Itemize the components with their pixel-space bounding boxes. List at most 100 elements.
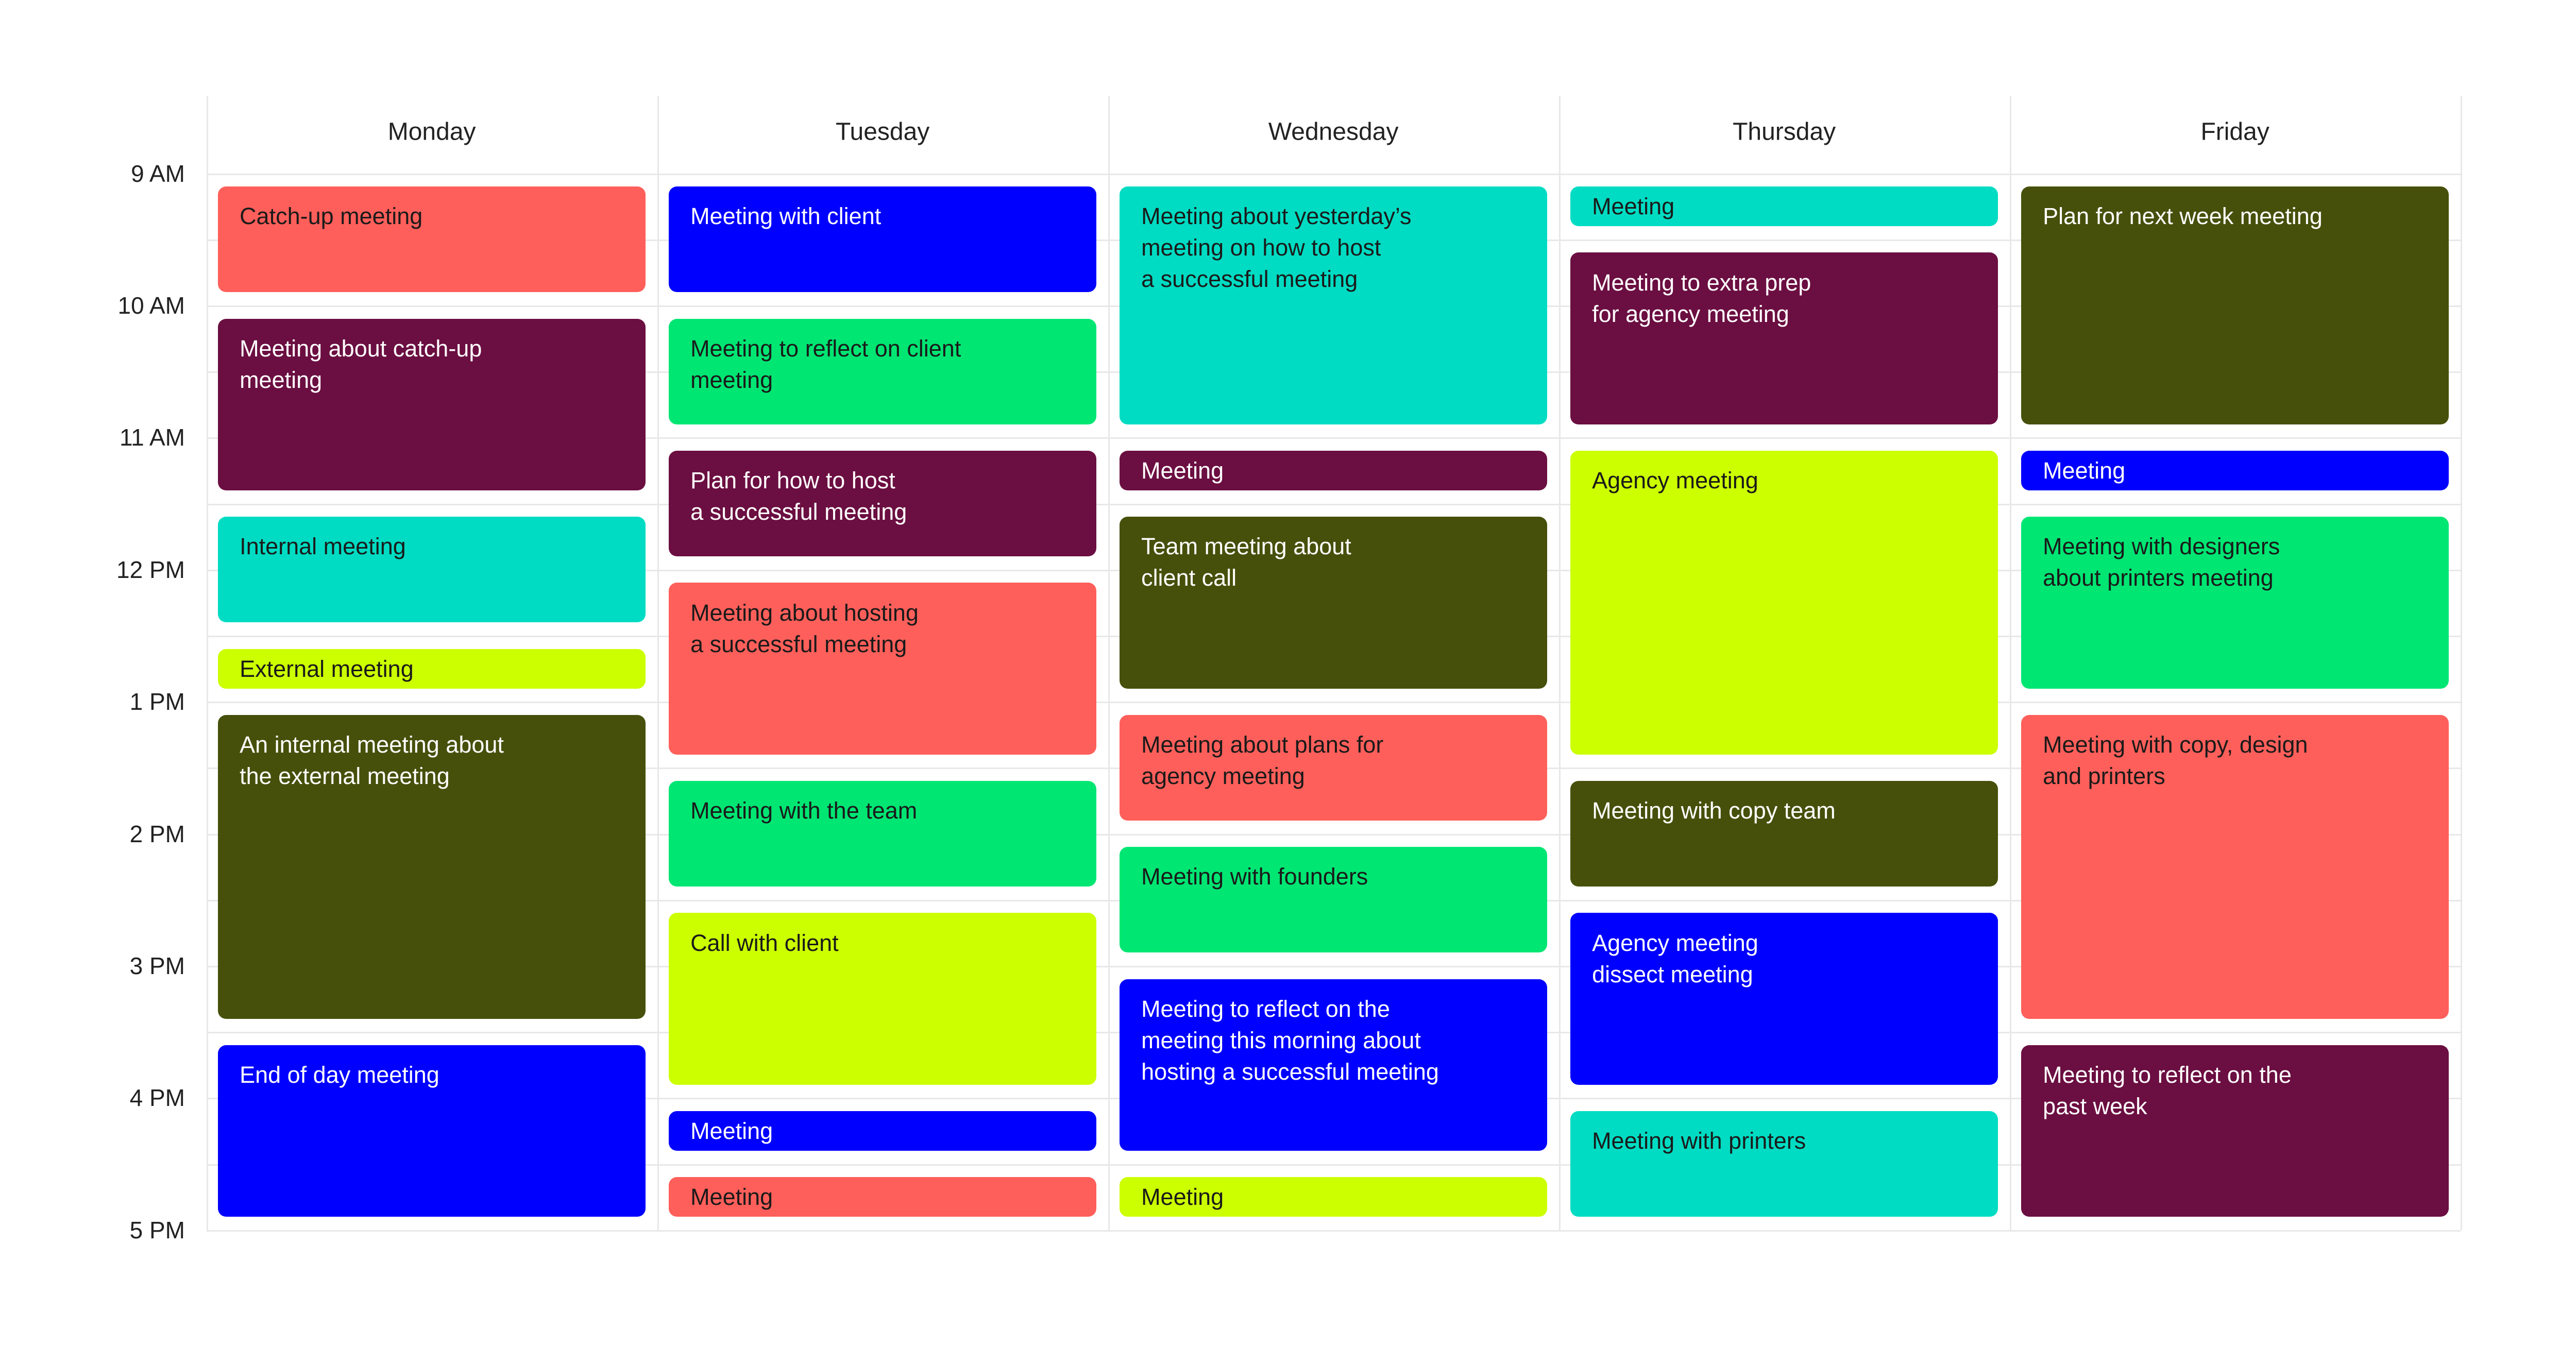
grid-line xyxy=(206,503,2461,505)
event: Meeting with copy team xyxy=(1570,781,1998,887)
time-label: 3 PM xyxy=(129,952,185,979)
grid-line xyxy=(206,173,2461,175)
event: Catch-up meeting xyxy=(218,186,646,293)
event-text: Plan for next week meeting xyxy=(2043,203,2323,230)
event: Agency meeting xyxy=(1570,451,1998,755)
grid-line xyxy=(206,833,2461,836)
event: Meeting with client xyxy=(669,186,1097,293)
event-text: dissect meeting xyxy=(1592,961,1753,987)
event-text: Meeting xyxy=(1592,193,1675,220)
event: Meeting with designers about printers mee… xyxy=(2021,517,2449,689)
event-text: Meeting xyxy=(2043,457,2126,484)
event-text: Agency meeting xyxy=(1592,929,1758,956)
grid-line xyxy=(657,95,659,1230)
event: Team meeting about client call xyxy=(1120,517,1548,689)
day-header: Friday xyxy=(2200,118,2269,146)
event-text: Team meeting about xyxy=(1141,533,1351,560)
event-text: Meeting to extra prep xyxy=(1592,269,1811,296)
event: External meeting xyxy=(218,649,646,689)
event-text: Meeting xyxy=(1141,457,1224,484)
grid-line xyxy=(2460,95,2462,1230)
event: Meeting about hosting a successful meetin… xyxy=(669,583,1097,755)
event-text: meeting on how to host xyxy=(1141,234,1381,261)
event-text: External meeting xyxy=(240,655,414,682)
grid-line xyxy=(206,1164,2461,1166)
time-label: 5 PM xyxy=(129,1216,185,1243)
event: Meeting to reflect on the meeting this mo… xyxy=(1120,979,1548,1151)
event: Internal meeting xyxy=(218,517,646,623)
event-text: hosting a successful meeting xyxy=(1141,1058,1439,1085)
event: Meeting to reflect on the past week xyxy=(2021,1045,2449,1217)
event: Meeting xyxy=(1120,1177,1548,1217)
event-text: about printers meeting xyxy=(2043,565,2274,591)
event-text: for agency meeting xyxy=(1592,300,1789,327)
event-text: meeting xyxy=(240,366,323,393)
event-text: Meeting about yesterday’s xyxy=(1141,203,1412,230)
event-text: past week xyxy=(2043,1093,2147,1120)
day-header: Tuesday xyxy=(835,118,930,146)
grid-line xyxy=(206,437,2461,439)
event: Meeting with printers xyxy=(1570,1111,1998,1217)
event-text: and printers xyxy=(2043,763,2165,790)
event-text: Meeting about catch-up xyxy=(240,335,482,362)
event: Meeting with the team xyxy=(669,781,1097,887)
grid-line xyxy=(206,1230,2461,1232)
event: Meeting xyxy=(2021,451,2449,490)
event-text: Meeting with designers xyxy=(2043,533,2280,560)
event: Meeting xyxy=(669,1111,1097,1151)
event-text: Meeting with printers xyxy=(1592,1128,1806,1154)
event-text: meeting this morning about xyxy=(1141,1027,1421,1053)
time-label: 11 AM xyxy=(119,424,185,451)
event: End of day meeting xyxy=(218,1045,646,1217)
event-text: Meeting xyxy=(1141,1184,1224,1211)
grid-line xyxy=(206,702,2461,704)
event: Meeting xyxy=(669,1177,1097,1217)
event-text: Meeting with copy, design xyxy=(2043,731,2308,758)
day-header: Wednesday xyxy=(1268,118,1399,146)
event: Meeting with founders xyxy=(1120,847,1548,953)
event-text: Meeting with client xyxy=(690,203,882,230)
time-label: 4 PM xyxy=(129,1084,185,1112)
event-text: the external meeting xyxy=(240,763,450,790)
event-text: Catch-up meeting xyxy=(240,203,423,230)
event-text: An internal meeting about xyxy=(240,731,504,758)
event-text: meeting xyxy=(690,366,773,393)
event-text: End of day meeting xyxy=(240,1062,439,1088)
event-text: Meeting with the team xyxy=(690,797,918,824)
event: Meeting about yesterday’s meeting on how … xyxy=(1120,186,1548,424)
event: Meeting about catch-up meeting xyxy=(218,318,646,490)
grid-line xyxy=(2009,95,2011,1230)
event-text: Meeting to reflect on client xyxy=(690,335,961,362)
event-text: Meeting about hosting xyxy=(690,599,919,626)
day-header: Thursday xyxy=(1733,118,1836,146)
time-label: 9 AM xyxy=(131,160,185,187)
event: An internal meeting about the external me… xyxy=(218,714,646,1019)
event-text: Meeting to reflect on the xyxy=(2043,1062,2292,1088)
time-label: 10 AM xyxy=(117,292,185,319)
event-text: Plan for how to host xyxy=(690,467,895,494)
event-text: Internal meeting xyxy=(240,533,406,560)
event-text: client call xyxy=(1141,565,1237,591)
event: Meeting to extra prep for agency meeting xyxy=(1570,252,1998,424)
time-label: 1 PM xyxy=(129,688,185,715)
time-label: 12 PM xyxy=(116,556,185,583)
event: Agency meeting dissect meeting xyxy=(1570,913,1998,1085)
event-text: agency meeting xyxy=(1141,763,1305,790)
event-text: a successful meeting xyxy=(1141,266,1358,293)
event: Meeting about plans for agency meeting xyxy=(1120,714,1548,821)
event-text: Agency meeting xyxy=(1592,467,1758,494)
event-text: a successful meeting xyxy=(690,499,907,525)
grid-line xyxy=(206,966,2461,967)
event: Meeting xyxy=(1120,451,1548,490)
event-text: Meeting about plans for xyxy=(1141,731,1384,758)
event-text: Meeting with founders xyxy=(1141,863,1368,890)
event-text: Meeting xyxy=(690,1184,773,1211)
event-text: a successful meeting xyxy=(690,631,907,657)
event-text: Meeting with copy team xyxy=(1592,797,1836,824)
event: Plan for how to host a successful meeting xyxy=(669,451,1097,557)
event: Call with client xyxy=(669,913,1097,1085)
event: Meeting xyxy=(1570,186,1998,227)
event-text: Meeting to reflect on the xyxy=(1141,995,1390,1022)
